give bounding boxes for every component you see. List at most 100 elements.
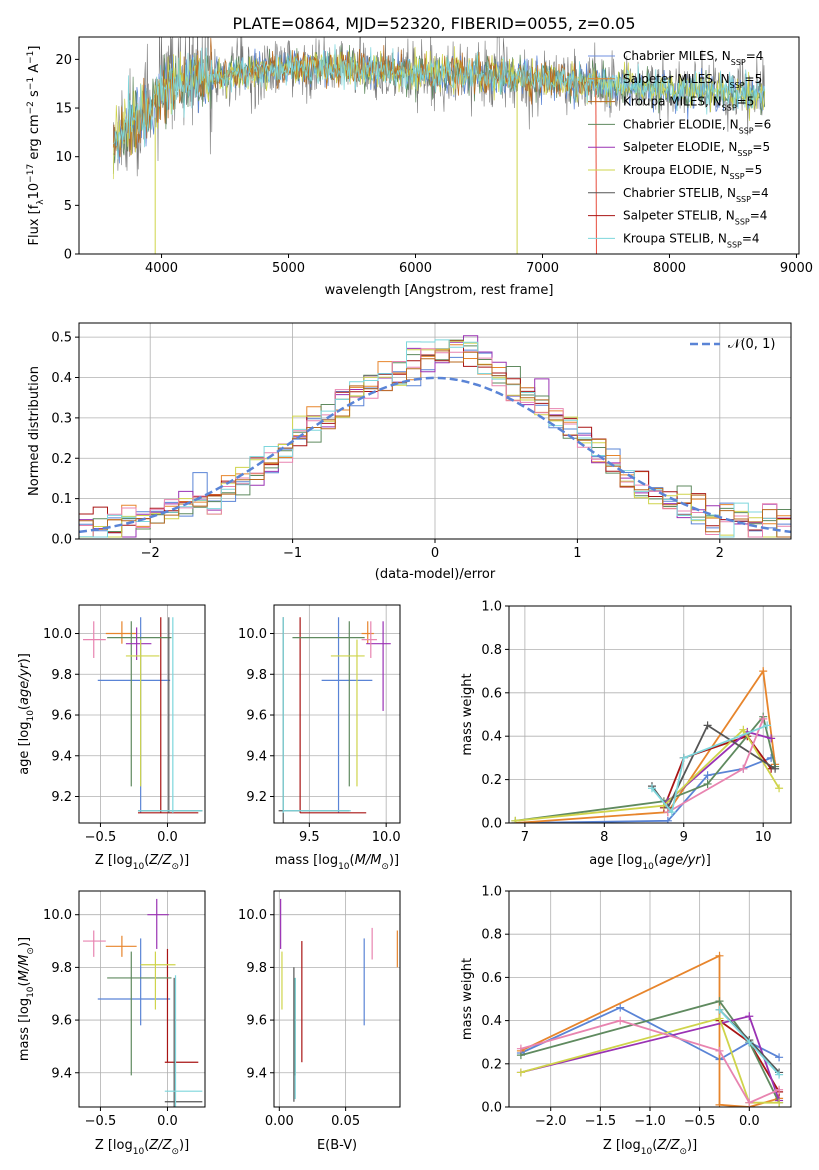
errorbar-point	[361, 621, 374, 644]
legend-entry: Salpeter ELODIE, NSSP=5	[623, 140, 770, 158]
x-tick-label: 8	[600, 830, 608, 845]
legend-entry: 𝒩(0, 1)	[728, 337, 775, 352]
axes-frame	[78, 604, 206, 824]
x-tick-label: −0.5	[684, 1114, 716, 1129]
y-tick-label: 20	[55, 53, 72, 68]
mass-weight-series	[663, 735, 772, 809]
y-tick-label: 0.0	[481, 1101, 502, 1116]
y-tick-label: 15	[55, 102, 72, 117]
mass-weight-series	[520, 1017, 780, 1104]
x-tick-label: 5000	[272, 261, 305, 276]
mass-weight-marker	[775, 1098, 784, 1107]
mass-weight-marker	[763, 721, 772, 730]
errorbar-point	[361, 621, 377, 658]
mass-weight-series	[651, 724, 776, 810]
legend-entry: Kroupa ELODIE, NSSP=5	[623, 163, 762, 181]
mass-weight-vs-age-panel: 7 8 9 10 0.0 0.2 0.4 0.6 0.8 1.0 mass weight age [l…	[460, 600, 792, 872]
mass-weight-lines	[516, 951, 784, 1107]
x-axis-label: Z [log10(Z/Z⊙)]	[603, 1138, 697, 1157]
mass-weight-marker	[739, 764, 748, 773]
axes-frame	[508, 605, 792, 824]
figure-title: PLATE=0864, MJD=52320, FIBERID=0055, z=0…	[232, 14, 635, 33]
histogram-lines	[79, 335, 791, 538]
spectrum-dropout	[595, 88, 597, 254]
x-tick-label: 0.0	[157, 830, 178, 845]
spectrum-model-line	[113, 44, 766, 160]
y-axis-label: age [log10(age/yr)]	[17, 653, 36, 775]
x-tick-label: 7	[521, 830, 529, 845]
age-vs-metallicity-panel: −0.5 0.0 9.2 9.4 9.6 9.8 10.0 Z [log10(Z/Z⊙)] ag…	[17, 604, 206, 872]
mass-weight-marker	[647, 784, 656, 793]
y-axis-label: mass weight	[460, 673, 475, 755]
x-tick-label: 0.0	[157, 1114, 178, 1129]
mass-weight-marker	[715, 1100, 724, 1107]
errorbar-points	[83, 898, 203, 1107]
mass-weight-marker	[759, 667, 768, 676]
errorbar-point	[97, 938, 171, 1026]
mass-weight-marker	[703, 779, 712, 788]
x-tick-label: 9.5	[299, 830, 320, 845]
y-tick-label: 0.5	[51, 331, 72, 346]
errorbar-points	[278, 617, 391, 823]
x-tick-label: 0.05	[331, 1114, 360, 1129]
y-tick-label: 10.0	[238, 908, 267, 923]
x-tick-label: 9000	[780, 261, 813, 276]
mass-weight-marker	[616, 1003, 625, 1012]
legend-entry: Chabrier MILES, NSSP=4	[623, 49, 763, 67]
y-tick-label: 0.6	[481, 686, 502, 701]
x-tick-label: −2	[141, 546, 160, 561]
mass-weight-marker	[715, 1005, 724, 1014]
errorbar-point	[83, 930, 106, 957]
y-tick-label: 9.8	[246, 668, 267, 683]
mass-vs-extinction-panel: 0.00 0.05 9.4 9.6 9.8 10.0 E(B-V)	[238, 890, 401, 1153]
mass-weight-vs-metallicity-panel: −2.0 −1.5 −1.0 −0.5 0.0 0.0 0.2 0.4 0.6 0.8 1.0 mas…	[460, 885, 792, 1157]
y-tick-label: 10.0	[43, 627, 72, 642]
mass-weight-marker	[775, 1053, 784, 1062]
y-tick-label: 0.4	[481, 730, 502, 745]
legend-entry: Kroupa MILES, NSSP=5	[623, 95, 754, 113]
y-tick-label: 0.8	[481, 643, 502, 658]
mass-weight-marker	[511, 816, 520, 823]
y-tick-label: 0.6	[481, 971, 502, 986]
y-tick-label: 10	[55, 150, 72, 165]
y-tick-label: 9.4	[51, 1066, 72, 1081]
axes-frame	[78, 890, 206, 1108]
mass-weight-marker	[745, 1038, 754, 1047]
errorbar-point	[137, 617, 203, 813]
y-tick-label: 9.6	[51, 709, 72, 724]
x-axis-label: (data-model)/error	[375, 567, 496, 582]
x-tick-label: −1.5	[585, 1114, 617, 1129]
mass-weight-marker	[703, 771, 712, 780]
axes-frame	[273, 890, 401, 1108]
x-tick-label: −0.5	[85, 1114, 117, 1129]
x-tick-label: 8000	[653, 261, 686, 276]
mass-weight-marker	[516, 1068, 525, 1077]
x-tick-label: 0.00	[265, 1114, 294, 1129]
x-tick-label: −0.5	[85, 830, 117, 845]
normal-curve	[79, 376, 791, 534]
y-tick-label: 9.4	[246, 749, 267, 764]
y-tick-label: 10.0	[238, 627, 267, 642]
y-tick-label: 0.8	[481, 928, 502, 943]
residual-histogram	[79, 350, 791, 538]
y-axis-label: Normed distribution	[27, 366, 42, 496]
mass-weight-marker	[663, 816, 672, 823]
x-axis-label: E(B-V)	[317, 1138, 357, 1153]
y-tick-label: 9.6	[51, 1014, 72, 1029]
errorbar-point	[366, 621, 391, 711]
mass-weight-marker	[703, 721, 712, 730]
y-tick-label: 9.6	[246, 709, 267, 724]
y-tick-label: 0.4	[51, 371, 72, 386]
y-tick-label: 9.6	[246, 1014, 267, 1029]
errorbar-point	[125, 627, 152, 661]
errorbar-point	[137, 617, 199, 814]
x-tick-label: 9	[680, 830, 688, 845]
y-tick-label: 0	[64, 248, 72, 263]
y-tick-label: 9.8	[246, 961, 267, 976]
y-tick-label: 9.4	[51, 749, 72, 764]
spectrum-panel: 4000 5000 6000 7000 8000 9000 0 5 10 15 20 waveleng…	[26, 36, 813, 298]
errorbar-point	[140, 951, 176, 1010]
y-tick-label: 9.2	[246, 790, 267, 805]
errorbar-point	[105, 935, 137, 957]
